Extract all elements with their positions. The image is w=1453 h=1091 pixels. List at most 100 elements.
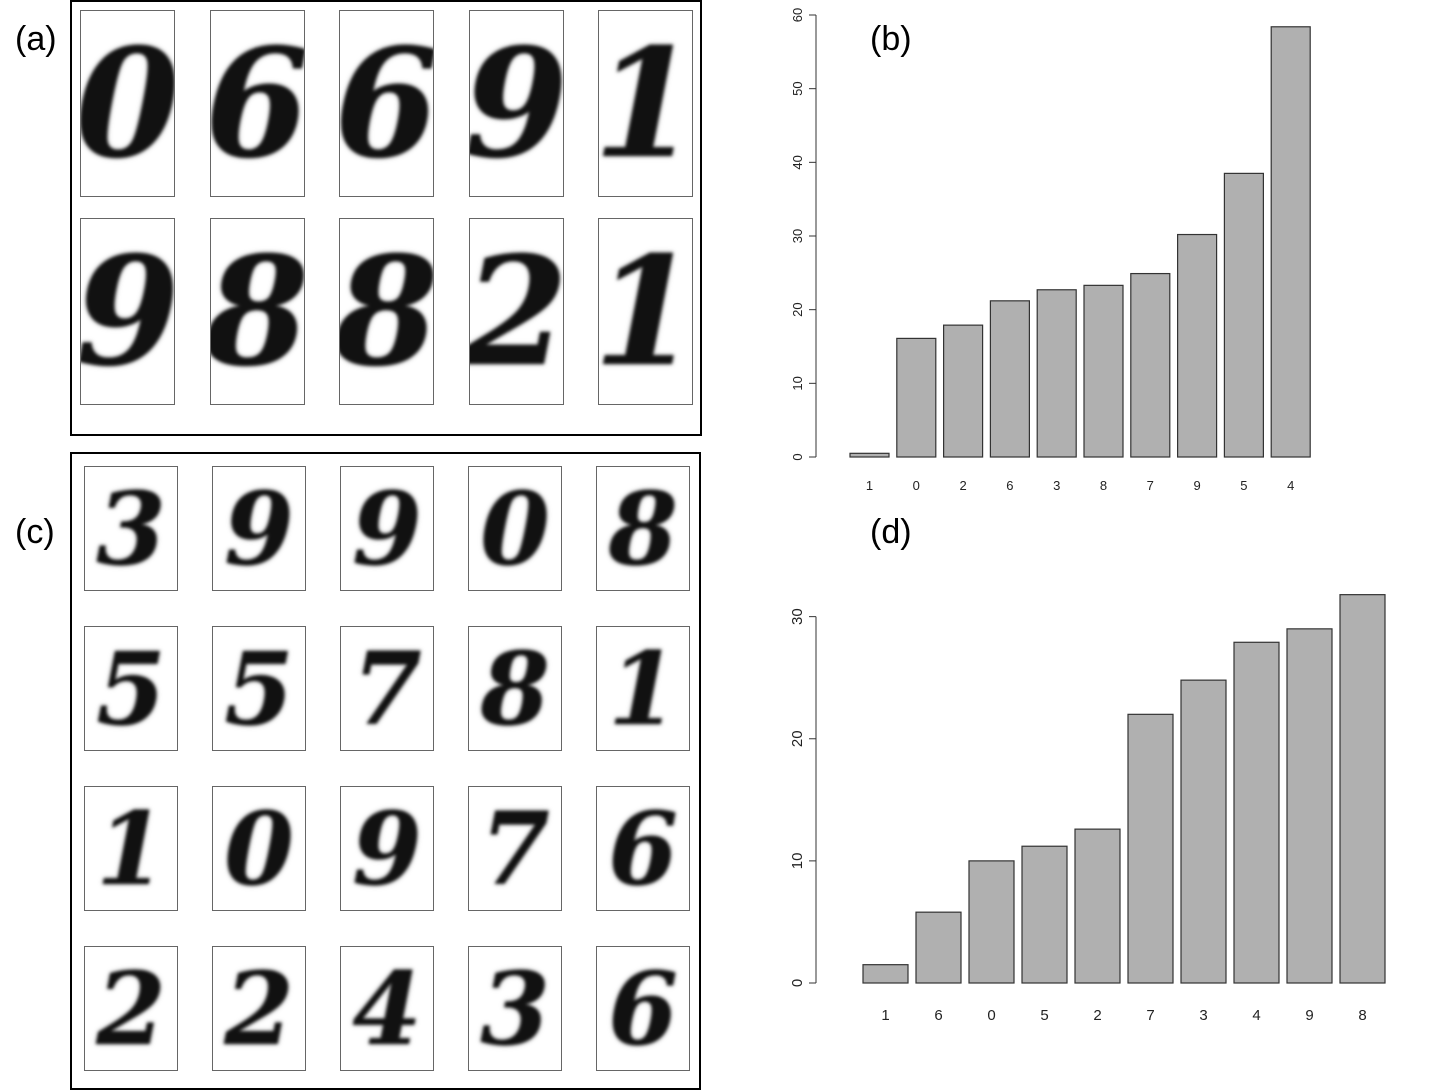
grid-c-cell: 9: [212, 466, 306, 591]
grid-c-digit-image: 4: [352, 949, 422, 1068]
x-tick-label: 0: [913, 478, 920, 493]
grid-c-cell: 5: [212, 626, 306, 751]
bar-chart-d: 0 10 20 30 1 6 0 5 2 7 3 4 9 8: [789, 594, 1386, 1024]
grid-c-cell: 9: [340, 786, 434, 911]
grid-c-digit-image: 0: [224, 789, 294, 908]
grid-a-cell: 1: [598, 10, 693, 197]
y-tick-label: 20: [790, 302, 805, 316]
x-tick-label: 8: [1358, 1007, 1366, 1024]
y-tick-label: 50: [790, 81, 805, 95]
x-tick-label: 5: [1040, 1007, 1048, 1024]
grid-a-digit-image: 1: [598, 223, 693, 400]
bar: [1339, 594, 1386, 984]
grid-a-cell: 0: [80, 10, 175, 197]
x-tick-label: 4: [1252, 1007, 1260, 1024]
x-tick-label: 9: [1193, 478, 1200, 493]
x-tick-label: 7: [1146, 1007, 1154, 1024]
bar: [915, 911, 962, 984]
grid-a-digit-image: 1: [598, 15, 693, 192]
grid-c-cell: 0: [212, 786, 306, 911]
bar: [1270, 26, 1311, 458]
grid-a-cell: 2: [468, 218, 564, 405]
grid-c-digit-image: 7: [480, 789, 550, 908]
grid-a-digit-image: 2: [468, 223, 564, 400]
bar: [1083, 284, 1124, 458]
y-tick-label: 40: [790, 155, 805, 169]
grid-c-digit-image: 9: [224, 469, 294, 588]
x-tick-label: 2: [1093, 1007, 1101, 1024]
grid-a-cell: 1: [598, 218, 693, 405]
grid-a-cell: 9: [80, 218, 175, 405]
grid-c-cell: 2: [84, 946, 178, 1071]
grid-a-digit-image: 0: [80, 15, 175, 192]
x-tick-label: 8: [1100, 478, 1107, 493]
y-tick-label: 20: [789, 730, 806, 747]
grid-c-cell: 9: [340, 466, 434, 591]
grid-c-cell: 8: [596, 466, 690, 591]
y-tick-label: 0: [789, 979, 806, 987]
bar: [1223, 172, 1264, 458]
bar: [1036, 289, 1077, 458]
panel-label-d: (d): [870, 513, 912, 551]
grid-a-digit-image: 6: [339, 15, 434, 192]
grid-c-cell: 1: [596, 626, 690, 751]
grid-c-digit-image: 7: [352, 629, 422, 748]
grid-c-digit-image: 3: [96, 469, 166, 588]
y-tick-label: 10: [790, 376, 805, 390]
bar: [989, 300, 1030, 458]
grid-c-digit-image: 1: [96, 789, 166, 908]
grid-c-digit-image: 6: [608, 949, 678, 1068]
grid-c-digit-image: 5: [96, 629, 166, 748]
grid-a-cell: 8: [339, 218, 434, 405]
grid-c-cell: 6: [596, 786, 690, 911]
grid-c-digit-image: 0: [480, 469, 550, 588]
x-tick-label: 3: [1199, 1007, 1207, 1024]
x-tick-label: 5: [1240, 478, 1247, 493]
bar: [1021, 845, 1068, 984]
grid-c-digit-image: 8: [480, 629, 550, 748]
bar: [968, 860, 1015, 984]
grid-c-cell: 3: [468, 946, 562, 1071]
bar: [896, 337, 937, 458]
x-tick-label: 1: [881, 1007, 889, 1024]
grid-c-digit-image: 3: [480, 949, 550, 1068]
bar: [1177, 233, 1218, 458]
grid-c-digit-image: 2: [224, 949, 294, 1068]
bar: [1130, 272, 1171, 458]
bar: [943, 324, 984, 458]
x-tick-label: 0: [987, 1007, 995, 1024]
panel-label-b: (b): [870, 20, 912, 58]
grid-c-cell: 6: [596, 946, 690, 1071]
grid-c-cell: 5: [84, 626, 178, 751]
grid-c-cell: 2: [212, 946, 306, 1071]
y-tick-label: 0: [790, 453, 805, 460]
bar: [1233, 641, 1280, 984]
grid-c-cell: 0: [468, 466, 562, 591]
grid-a-digit-image: 8: [209, 223, 305, 400]
grid-a-cell: 6: [209, 10, 305, 197]
grid-a-digit-image: 9: [468, 15, 564, 192]
panel-label-c: (c): [15, 513, 55, 551]
grid-c-cell: 1: [84, 786, 178, 911]
grid-a-cell: 9: [468, 10, 564, 197]
grid-c-cell: 3: [84, 466, 178, 591]
grid-a-digit-image: 6: [209, 15, 305, 192]
bar: [1127, 713, 1174, 984]
x-tick-label: 6: [1006, 478, 1013, 493]
grid-c-digit-image: 2: [96, 949, 166, 1068]
bar: [849, 452, 890, 458]
grid-c-cell: 7: [340, 626, 434, 751]
bar: [1180, 679, 1227, 984]
grid-c-cell: 8: [468, 626, 562, 751]
grid-a-cell: 8: [209, 218, 305, 405]
y-tick-label: 10: [789, 853, 806, 870]
x-tick-label: 4: [1287, 478, 1294, 493]
grid-c-digit-image: 6: [608, 789, 678, 908]
bar: [1286, 628, 1333, 984]
x-tick-label: 6: [934, 1007, 942, 1024]
y-tick-label: 30: [789, 608, 806, 625]
grid-a-digit-image: 9: [80, 223, 175, 400]
grid-c-digit-image: 5: [224, 629, 294, 748]
